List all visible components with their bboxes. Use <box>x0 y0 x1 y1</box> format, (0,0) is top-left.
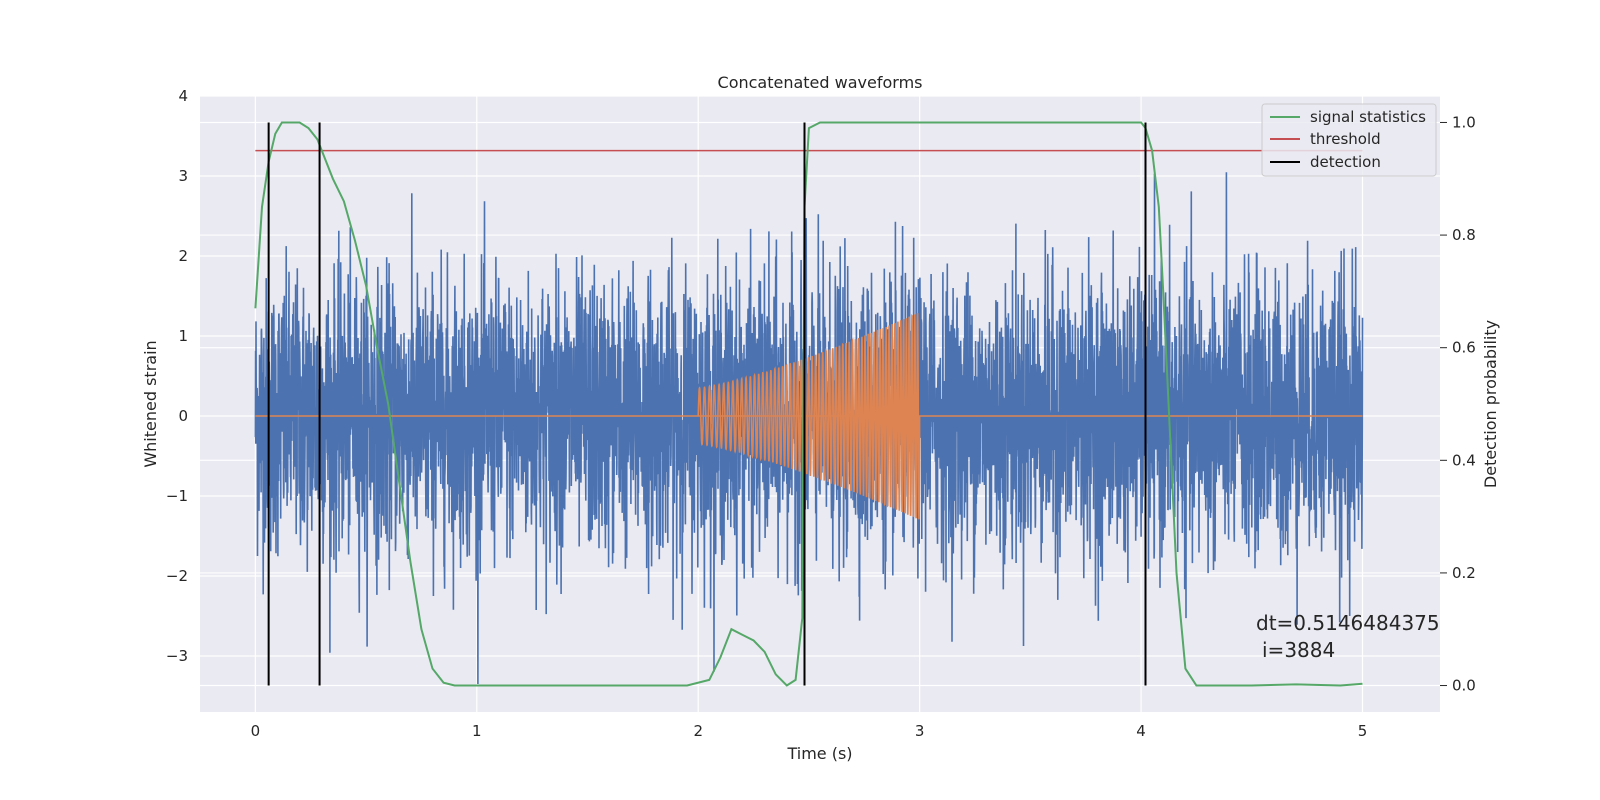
y-axis-label: Whitened strain <box>141 340 160 467</box>
y2-tick-label: 0.2 <box>1452 564 1476 582</box>
legend-box <box>1261 103 1437 177</box>
y-tick-label: −2 <box>166 567 188 585</box>
y-tick-label: −3 <box>166 647 188 665</box>
legend-label-detection: detection <box>1310 153 1381 171</box>
annotation-i: i=3884 <box>1262 638 1335 662</box>
annotation-dt: dt=0.5146484375 <box>1256 611 1440 635</box>
y2-tick-label: 0.8 <box>1452 226 1476 244</box>
y-tick-label: 4 <box>178 87 188 105</box>
chart-title: Concatenated waveforms <box>718 73 923 92</box>
legend: signal statistics threshold detection <box>1261 103 1437 177</box>
legend-label-threshold: threshold <box>1310 130 1381 148</box>
tick-labels: 0 1 2 3 4 5 −3 −2 −1 0 1 2 3 4 0.0 0.2 0.4 0.6 0.8 1.0 <box>166 87 1476 740</box>
y2-tick-label: 0.6 <box>1452 339 1476 357</box>
y2-tick-label: 1.0 <box>1452 113 1476 131</box>
y-tick-label: 2 <box>178 247 188 265</box>
y-tick-label: −1 <box>166 487 188 505</box>
x-tick-label: 3 <box>915 722 925 740</box>
x-axis-label: Time (s) <box>786 744 852 763</box>
x-tick-label: 5 <box>1358 722 1368 740</box>
waveform-series-line <box>697 313 921 520</box>
x-tick-label: 4 <box>1136 722 1146 740</box>
y2-axis-label: Detection probability <box>1481 320 1500 488</box>
x-tick-label: 0 <box>251 722 261 740</box>
y2-tick-label: 0.0 <box>1452 677 1476 695</box>
y2-tick-label: 0.4 <box>1452 451 1476 469</box>
x-tick-label: 1 <box>472 722 482 740</box>
legend-label-signal-statistics: signal statistics <box>1310 108 1426 126</box>
y-tick-label: 0 <box>178 407 188 425</box>
y-tick-label: 1 <box>178 327 188 345</box>
x-tick-label: 2 <box>693 722 703 740</box>
signal-statistics-line <box>254 121 1363 687</box>
y-tick-label: 3 <box>178 167 188 185</box>
data-layer <box>254 121 1364 687</box>
